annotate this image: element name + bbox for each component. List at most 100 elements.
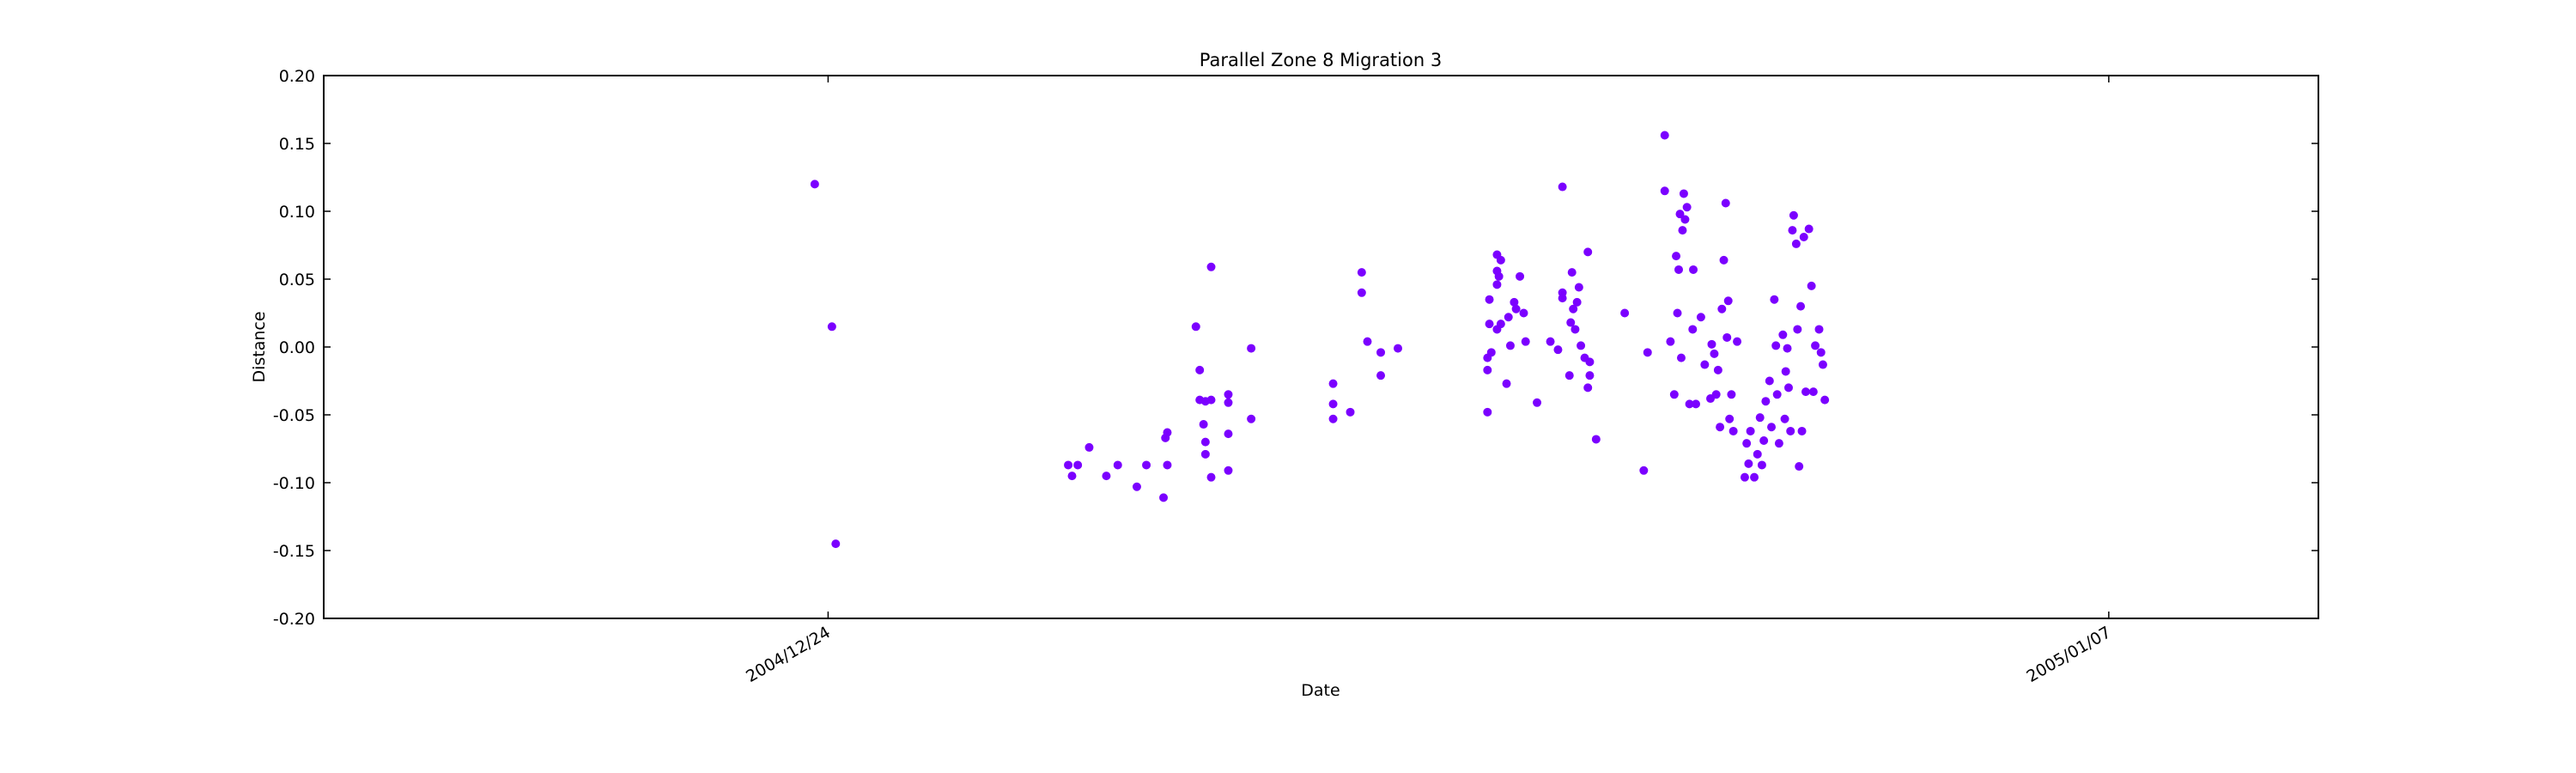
point <box>1558 294 1567 303</box>
point <box>1744 459 1753 468</box>
point <box>1577 341 1586 350</box>
point <box>1717 304 1727 313</box>
point <box>1820 395 1830 405</box>
point <box>1721 198 1730 208</box>
chart-title: Parallel Zone 8 Migration 3 <box>1200 50 1442 70</box>
point <box>1394 344 1403 353</box>
point <box>1346 407 1355 417</box>
point <box>1195 365 1205 374</box>
point <box>1669 390 1679 399</box>
point <box>1680 215 1690 224</box>
point <box>1740 472 1749 482</box>
point <box>1678 226 1687 235</box>
point <box>1679 189 1688 198</box>
point <box>1722 332 1732 342</box>
point <box>1200 449 1210 459</box>
y-axis-label: Distance <box>250 311 269 382</box>
point <box>1771 341 1781 350</box>
point <box>1801 387 1810 397</box>
point <box>1689 265 1698 274</box>
point <box>1483 365 1492 374</box>
point <box>1224 466 1233 475</box>
point <box>1511 304 1521 313</box>
point <box>831 539 841 549</box>
point <box>1666 337 1675 346</box>
point <box>1163 428 1172 437</box>
point <box>1200 437 1210 447</box>
point <box>1811 341 1820 350</box>
point <box>1591 435 1601 444</box>
point <box>1502 379 1511 388</box>
point <box>1725 414 1735 423</box>
point <box>1759 436 1769 446</box>
point <box>1816 348 1826 357</box>
point <box>1753 449 1762 459</box>
point <box>1767 423 1777 432</box>
point <box>1571 325 1580 334</box>
point <box>1132 482 1141 491</box>
point <box>1564 371 1574 380</box>
point <box>1142 460 1151 470</box>
x-tick-label: 2005/01/07 <box>2024 623 2115 686</box>
y-tick-label: 0.00 <box>279 338 315 357</box>
point <box>827 322 836 332</box>
point <box>1357 268 1366 277</box>
point <box>1789 210 1798 220</box>
point <box>1496 255 1505 265</box>
point <box>1761 397 1771 406</box>
point <box>1567 268 1577 277</box>
y-tick-label: 0.15 <box>279 135 315 154</box>
point <box>1781 367 1790 376</box>
point <box>1113 460 1122 470</box>
point <box>1328 379 1338 388</box>
point <box>1357 288 1366 297</box>
point <box>1796 301 1806 311</box>
point <box>1485 320 1494 329</box>
point <box>1791 239 1801 248</box>
point <box>1067 472 1077 481</box>
point <box>1376 348 1386 357</box>
point <box>1682 203 1692 212</box>
point <box>1793 325 1802 334</box>
point <box>1574 283 1583 292</box>
point <box>810 180 819 189</box>
point <box>1643 348 1652 357</box>
point <box>1494 271 1504 281</box>
point <box>1084 442 1094 452</box>
point <box>1566 318 1576 327</box>
point <box>1505 341 1515 350</box>
point <box>1660 131 1669 140</box>
y-tick-label: -0.15 <box>273 542 315 561</box>
point <box>1583 383 1593 393</box>
point <box>1780 414 1789 423</box>
point <box>1719 255 1728 265</box>
point <box>1710 349 1719 358</box>
point <box>1073 460 1083 470</box>
point <box>1660 186 1669 196</box>
point <box>1199 420 1208 429</box>
x-tick-label: 2004/12/24 <box>743 623 834 686</box>
point <box>1224 390 1233 399</box>
point <box>1799 233 1808 242</box>
point <box>1496 320 1505 329</box>
point <box>1795 462 1804 472</box>
point <box>1716 423 1725 432</box>
point <box>1818 360 1827 369</box>
point <box>1247 414 1256 423</box>
point <box>1521 337 1530 346</box>
point <box>1483 407 1492 417</box>
point <box>1674 265 1684 274</box>
point <box>1786 426 1795 435</box>
point <box>1558 182 1567 192</box>
point <box>1363 337 1372 346</box>
point <box>1064 460 1073 470</box>
point <box>1553 345 1563 355</box>
point <box>1159 493 1169 502</box>
point <box>1783 344 1792 353</box>
point <box>1492 280 1502 289</box>
point <box>1569 304 1578 313</box>
point <box>1788 226 1797 235</box>
point <box>1755 413 1765 423</box>
point <box>1706 394 1716 404</box>
point <box>1504 313 1513 322</box>
